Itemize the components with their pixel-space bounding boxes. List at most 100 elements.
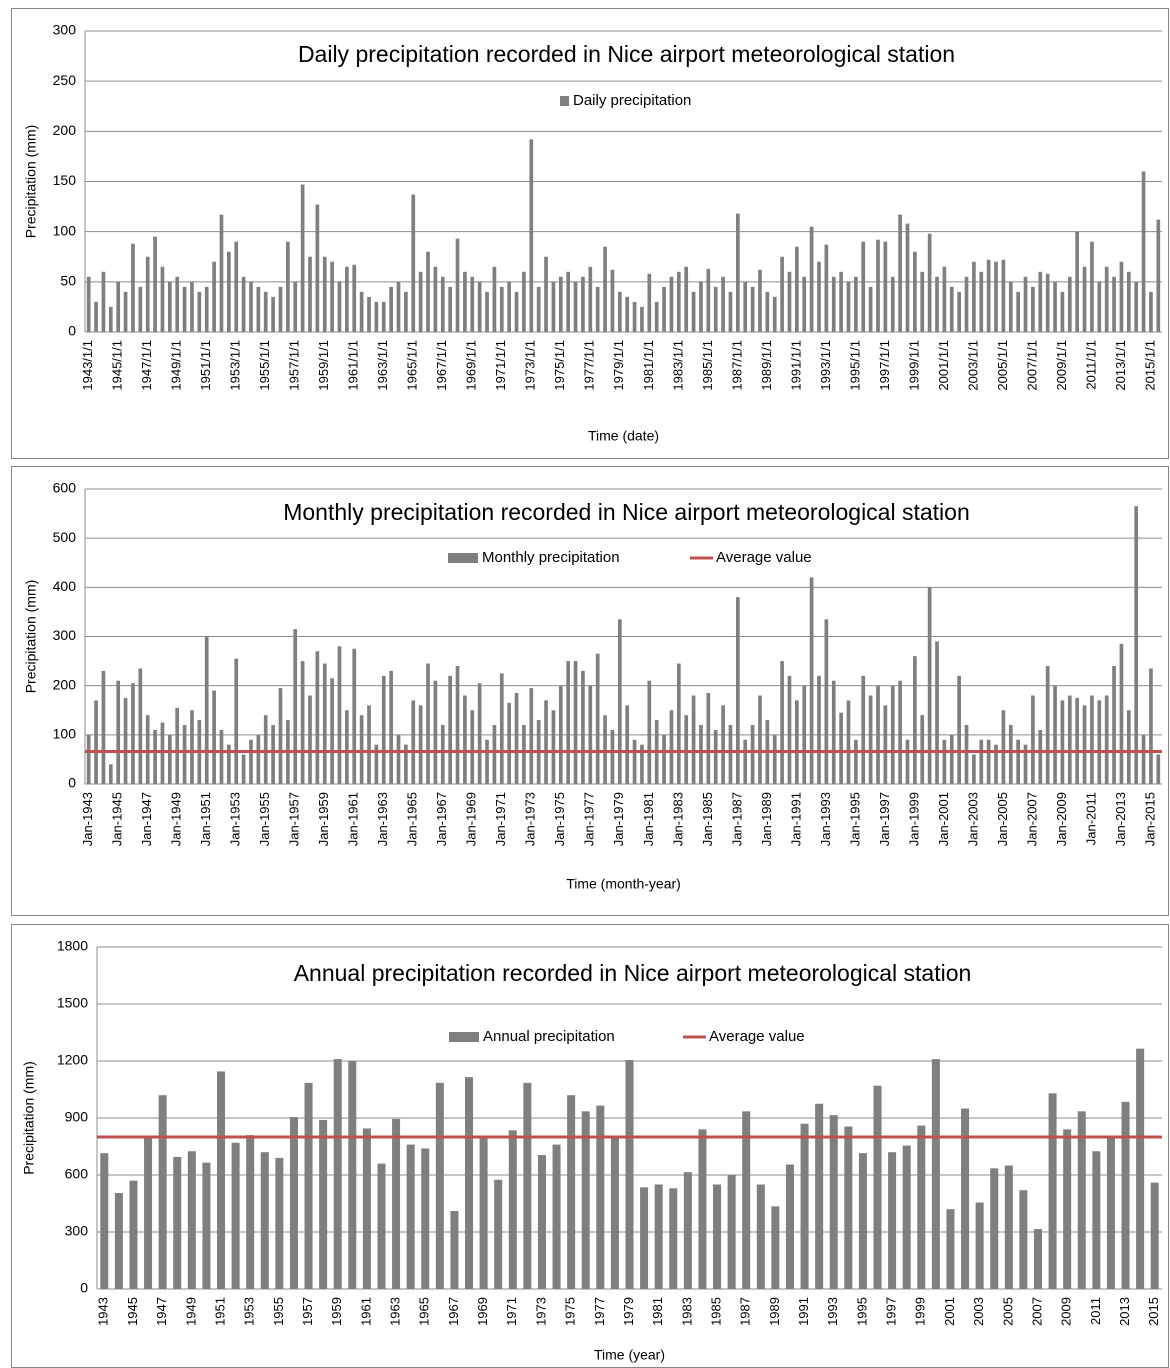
x-tick-label: 1965	[417, 1297, 432, 1326]
bar	[595, 653, 600, 784]
bar	[241, 276, 246, 332]
bar	[610, 1137, 619, 1289]
y-tick-label: 1800	[57, 938, 88, 954]
bar	[1008, 725, 1013, 784]
bar	[1082, 705, 1087, 784]
bar	[961, 1108, 970, 1289]
bar	[418, 271, 423, 332]
bar	[182, 725, 187, 784]
bar	[949, 734, 954, 784]
x-tick-label: Jan-2011	[1083, 792, 1098, 845]
bar	[544, 256, 548, 332]
bar	[293, 629, 298, 784]
bar	[315, 651, 320, 784]
bar	[979, 271, 984, 332]
bar	[359, 715, 364, 784]
bar	[523, 1082, 532, 1289]
bar	[1077, 1111, 1086, 1289]
bar	[289, 1117, 298, 1289]
bar	[721, 276, 725, 332]
y-tick-label: 300	[65, 1223, 89, 1239]
bar	[735, 597, 740, 784]
x-tick-label: 1951	[212, 1297, 227, 1326]
bar	[743, 739, 748, 784]
bar	[367, 705, 371, 784]
bar	[927, 587, 932, 784]
x-tick-label: Jan-1973	[523, 792, 538, 846]
bar	[839, 271, 843, 332]
bar	[771, 1206, 780, 1289]
bar	[271, 296, 275, 332]
y-tick-label: 300	[53, 627, 77, 643]
x-tick-label: 1981	[650, 1297, 665, 1326]
bar	[477, 281, 482, 332]
bar	[359, 291, 364, 332]
bar	[219, 729, 224, 784]
bar	[898, 214, 902, 332]
x-tick-label: 2013	[1117, 1297, 1132, 1326]
bar	[831, 680, 836, 784]
bar	[260, 1152, 269, 1289]
bar	[610, 729, 615, 784]
bar	[758, 269, 762, 332]
y-tick-label: 1200	[57, 1052, 88, 1068]
bar	[1023, 276, 1028, 332]
bar	[362, 1128, 371, 1289]
x-tick-label: 1991/1/1	[788, 340, 803, 391]
x-tick-label: 1987	[738, 1297, 753, 1326]
x-tick-label: 1963	[388, 1297, 403, 1326]
bar	[204, 636, 209, 784]
bar	[249, 739, 253, 784]
bar	[536, 286, 541, 332]
x-tick-label: Jan-1975	[552, 792, 567, 846]
bar	[271, 725, 275, 784]
bar	[300, 661, 305, 784]
bar	[610, 269, 615, 332]
x-tick-label: 1965/1/1	[405, 340, 420, 391]
x-tick-label: Jan-1967	[434, 792, 449, 846]
bar	[499, 673, 504, 784]
bar	[876, 685, 880, 784]
x-tick-label: 1995/1/1	[847, 340, 862, 391]
bar	[256, 734, 261, 784]
bar	[433, 680, 438, 784]
bar	[868, 695, 873, 784]
bar	[846, 281, 851, 332]
x-tick-label: 1955/1/1	[257, 340, 272, 391]
bar	[345, 266, 349, 332]
bar	[742, 1111, 751, 1289]
bar	[286, 241, 290, 332]
bar	[640, 744, 644, 784]
bar	[844, 1126, 853, 1289]
bar	[406, 1144, 415, 1289]
y-tick-label: 1500	[57, 995, 88, 1011]
bar	[138, 286, 143, 332]
bar	[1067, 695, 1072, 784]
bar	[1090, 241, 1094, 332]
chart-title: Annual precipitation recorded in Nice ai…	[294, 960, 972, 986]
x-tick-label: 1995	[854, 1297, 869, 1326]
bar	[389, 670, 393, 784]
bar	[204, 286, 209, 332]
bar	[278, 286, 283, 332]
bar	[86, 734, 91, 784]
bar	[640, 1187, 649, 1289]
bar	[508, 1130, 517, 1289]
bar	[979, 739, 984, 784]
bar	[699, 281, 703, 332]
bar	[625, 296, 630, 332]
bar	[662, 286, 666, 332]
bar	[537, 1155, 546, 1289]
bar	[942, 739, 947, 784]
bar	[676, 663, 681, 784]
bar	[1156, 219, 1161, 332]
bar	[1082, 266, 1087, 332]
bar	[913, 656, 917, 784]
bar	[1031, 286, 1035, 332]
bar	[785, 1164, 794, 1289]
x-tick-label: Jan-1981	[641, 792, 656, 846]
bar	[839, 712, 843, 784]
bar	[787, 675, 792, 784]
x-tick-label: 2005	[1000, 1297, 1015, 1326]
bar	[817, 675, 821, 784]
